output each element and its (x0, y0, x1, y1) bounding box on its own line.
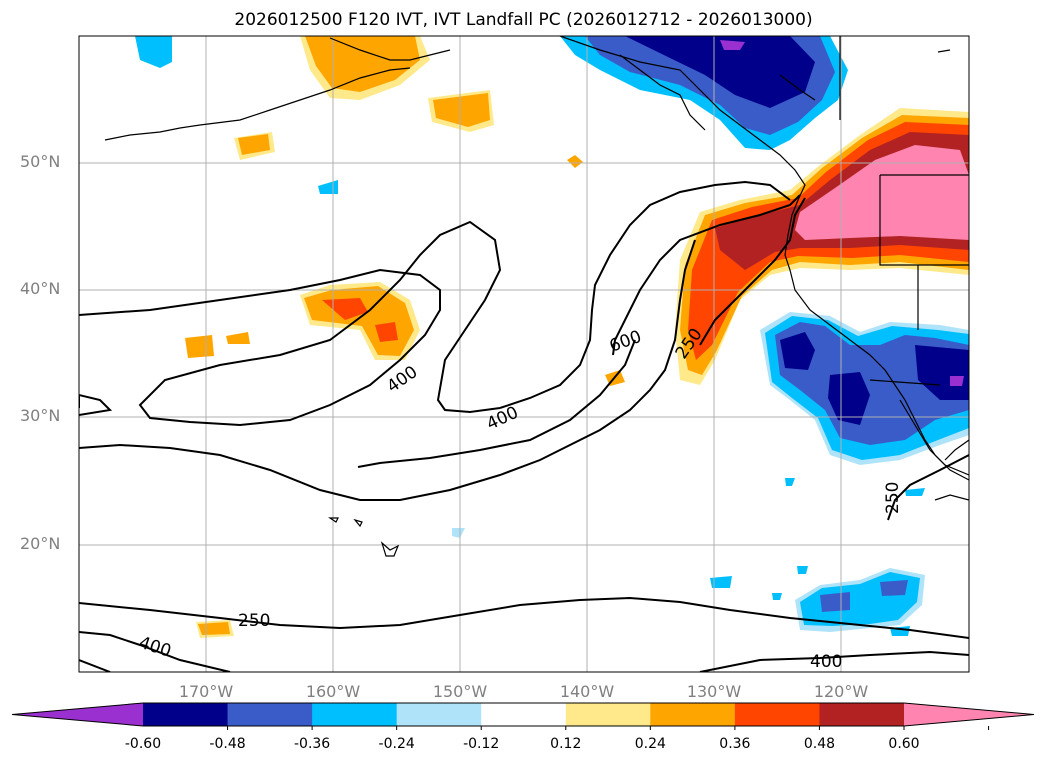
shade-small-neg-4 (452, 528, 465, 538)
shade-south-negative-4 (880, 580, 908, 596)
lon-label: 170°W (178, 682, 234, 701)
lat-label: 40°N (20, 279, 61, 298)
lon-label: 130°W (686, 682, 742, 701)
colorbar (11, 702, 1035, 730)
shade-nw-negative (135, 36, 172, 68)
colorbar-bin (565, 703, 651, 726)
shade-west-pos-2 (226, 332, 250, 344)
colorbar-bin (481, 703, 567, 726)
shade-sw-negative-5 (828, 372, 870, 425)
colorbar-tick-label: -0.36 (293, 736, 331, 752)
shade-midpacific-positive-4 (375, 322, 398, 342)
contour-400-south (79, 239, 696, 501)
colorbar-extend-min (12, 703, 143, 726)
map-title: 2026012500 F120 IVT, IVT Landfall PC (20… (234, 10, 813, 30)
lon-label: 140°W (559, 682, 615, 701)
shade-sw-negative-4 (780, 332, 815, 370)
colorbar-tick-label: 0.12 (550, 736, 582, 752)
colorbar-tick-label: 0.36 (719, 736, 751, 752)
shade-alaska-west-positive-2 (305, 36, 420, 92)
shade-small-neg-3 (905, 488, 925, 496)
contour-600 (612, 194, 801, 356)
graticule (79, 36, 969, 672)
coastlines (104, 36, 969, 557)
colorbar-tick-label: -0.48 (209, 736, 246, 752)
contour-250-ar (699, 197, 806, 346)
contour-label: 250 (238, 611, 270, 631)
lon-label: 150°W (432, 682, 488, 701)
contour-400-bottom (79, 631, 231, 672)
shade-sw-negative-6 (915, 345, 969, 400)
colorbar-bin (734, 703, 820, 726)
contour-label: 400 (810, 652, 842, 672)
colorbar-tick-label: 0.24 (634, 736, 666, 752)
contour-250-far-south (79, 659, 111, 672)
contour-mid (499, 180, 791, 409)
colorbar-bin (227, 703, 313, 726)
shade-north-positive-2 (433, 93, 490, 127)
contour-400-west (79, 220, 502, 427)
shade-alaska-negative-3 (625, 36, 815, 108)
shade-small-neg-2 (785, 478, 795, 486)
shade-south-negative-3 (820, 592, 850, 612)
shade-alaska-negative-4 (720, 40, 745, 50)
shade-ar-positive-5 (795, 145, 969, 240)
colorbar-tick-label: 0.48 (803, 736, 836, 752)
shade-small-positive-2 (238, 134, 270, 155)
colorbar-tick-label: -0.12 (463, 736, 500, 752)
colorbar-bin (819, 703, 905, 726)
shade-small-pos-3 (567, 155, 583, 168)
colorbar-bin (312, 703, 398, 726)
map-border (78, 35, 970, 673)
colorbar-bin (396, 703, 482, 726)
shade-small-neg-5 (710, 576, 732, 588)
ivt-contours (79, 180, 969, 672)
lat-label: 50°N (20, 152, 61, 171)
shade-sw-negative-7 (950, 376, 964, 386)
contour-250-south (79, 596, 969, 639)
lat-label: 30°N (20, 406, 61, 425)
colorbar-tick-label: -0.24 (378, 736, 415, 752)
colorbar-tick-label: 0.60 (888, 736, 920, 752)
colorbar-bin (650, 703, 736, 726)
contour-400-bottom-right (699, 650, 969, 672)
shade-sw-pos-small-2 (198, 622, 230, 635)
colorbar-tick-label: -0.60 (124, 736, 162, 752)
shade-small-neg-7 (797, 566, 808, 574)
lat-label: 20°N (20, 534, 61, 553)
shade-west-pos (185, 335, 214, 358)
contour-250 (79, 393, 113, 416)
contour-250-east (887, 454, 969, 521)
shade-small-neg-6 (772, 593, 782, 600)
colorbar-outline (11, 702, 1035, 727)
lon-label: 160°W (305, 682, 361, 701)
contour-inner-ar (357, 339, 636, 468)
contour-label: 250 (883, 482, 903, 514)
colorbar-extend-max (904, 703, 1034, 726)
colorbar-bin (143, 703, 229, 726)
lon-label: 120°W (813, 682, 869, 701)
